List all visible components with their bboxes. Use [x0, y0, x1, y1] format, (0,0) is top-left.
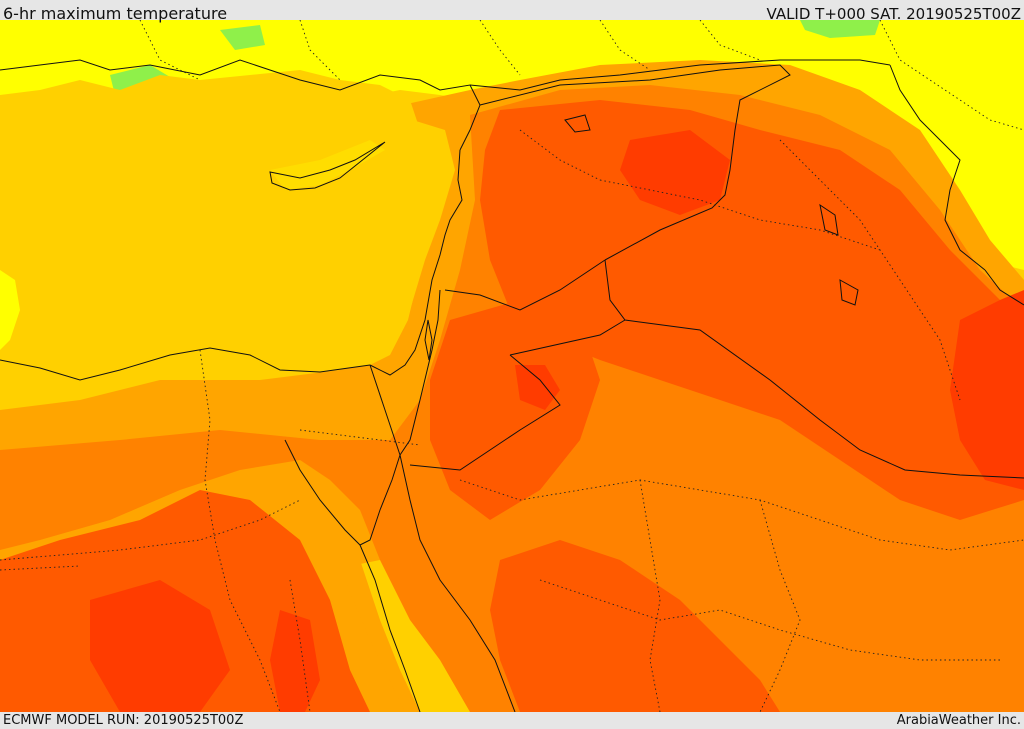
- border-syria-jordan: [444, 259, 606, 311]
- header-bar: 6-hr maximum temperature VALID T+000 SAT…: [0, 0, 1024, 23]
- field-red-egypt: [90, 580, 230, 712]
- prov-16: [879, 20, 1024, 131]
- coast-cyprus: [269, 141, 386, 191]
- prov-5: [639, 479, 661, 712]
- prov-10: [519, 129, 601, 181]
- coast-levant: [369, 149, 463, 376]
- border-jordan-south: [409, 354, 561, 471]
- coast-red-sea-west: [359, 544, 421, 712]
- field-red-iraq-east: [950, 290, 1024, 490]
- border-syria-iraq: [479, 64, 791, 261]
- province-borders: [0, 20, 1024, 712]
- prov-6: [759, 499, 801, 712]
- coast-gulf: [984, 269, 1024, 306]
- prov-13: [479, 20, 521, 76]
- dead-sea: [424, 319, 433, 361]
- prov-14: [599, 20, 651, 71]
- coast-red-sea-east: [399, 454, 516, 712]
- prov-9: [779, 139, 961, 401]
- model-run-label: ECMWF MODEL RUN: 20190525T00Z: [3, 713, 244, 728]
- map-title: 6-hr maximum temperature: [3, 4, 228, 23]
- prov-18: [289, 579, 311, 712]
- field-dark-orange-saudi: [490, 540, 780, 712]
- prov-2: [199, 349, 281, 712]
- prov-4: [459, 479, 1024, 551]
- sea-coast-yellow-west: [0, 270, 20, 350]
- field-amber-red-sea-edge: [340, 540, 420, 712]
- footer-bar: ECMWF MODEL RUN: 20190525T00Z ArabiaWeat…: [0, 712, 1024, 729]
- prov-1: [0, 499, 301, 561]
- border-iraq-iran: [889, 64, 986, 271]
- prov-15: [699, 20, 761, 61]
- temperature-map-svg: [0, 20, 1024, 712]
- border-turkey-syria: [469, 59, 891, 91]
- coast-egypt: [0, 347, 371, 381]
- field-north-green-3: [220, 25, 265, 50]
- field-gold-red-sea: [355, 560, 470, 712]
- border-jordan-iraq-saudi: [604, 259, 1024, 479]
- field-red-jordan: [515, 365, 560, 410]
- field-dark-orange-syria-iraq: [480, 100, 1024, 520]
- prov-12: [299, 20, 341, 81]
- lake-iraq-2: [839, 279, 859, 306]
- lake-assad: [564, 114, 591, 133]
- field-dark-orange-jordan: [430, 300, 600, 520]
- temperature-map: [0, 20, 1024, 712]
- mediterranean-sea: [0, 70, 430, 375]
- border-jordan-saudi: [509, 319, 626, 356]
- field-red-nile: [270, 610, 320, 712]
- coast-turkey: [0, 59, 481, 151]
- border-egypt-israel: [369, 364, 401, 456]
- valid-time: VALID T+000 SAT. 20190525T00Z: [766, 5, 1021, 23]
- lake-iraq: [819, 203, 839, 236]
- coastlines: [0, 59, 1024, 712]
- border-israel: [399, 289, 441, 456]
- prov-11: [139, 20, 201, 81]
- field-north-green-2: [800, 20, 880, 38]
- credit-label: ArabiaWeather Inc.: [896, 713, 1021, 728]
- country-borders: [369, 59, 1024, 479]
- field-red-syria: [620, 130, 730, 215]
